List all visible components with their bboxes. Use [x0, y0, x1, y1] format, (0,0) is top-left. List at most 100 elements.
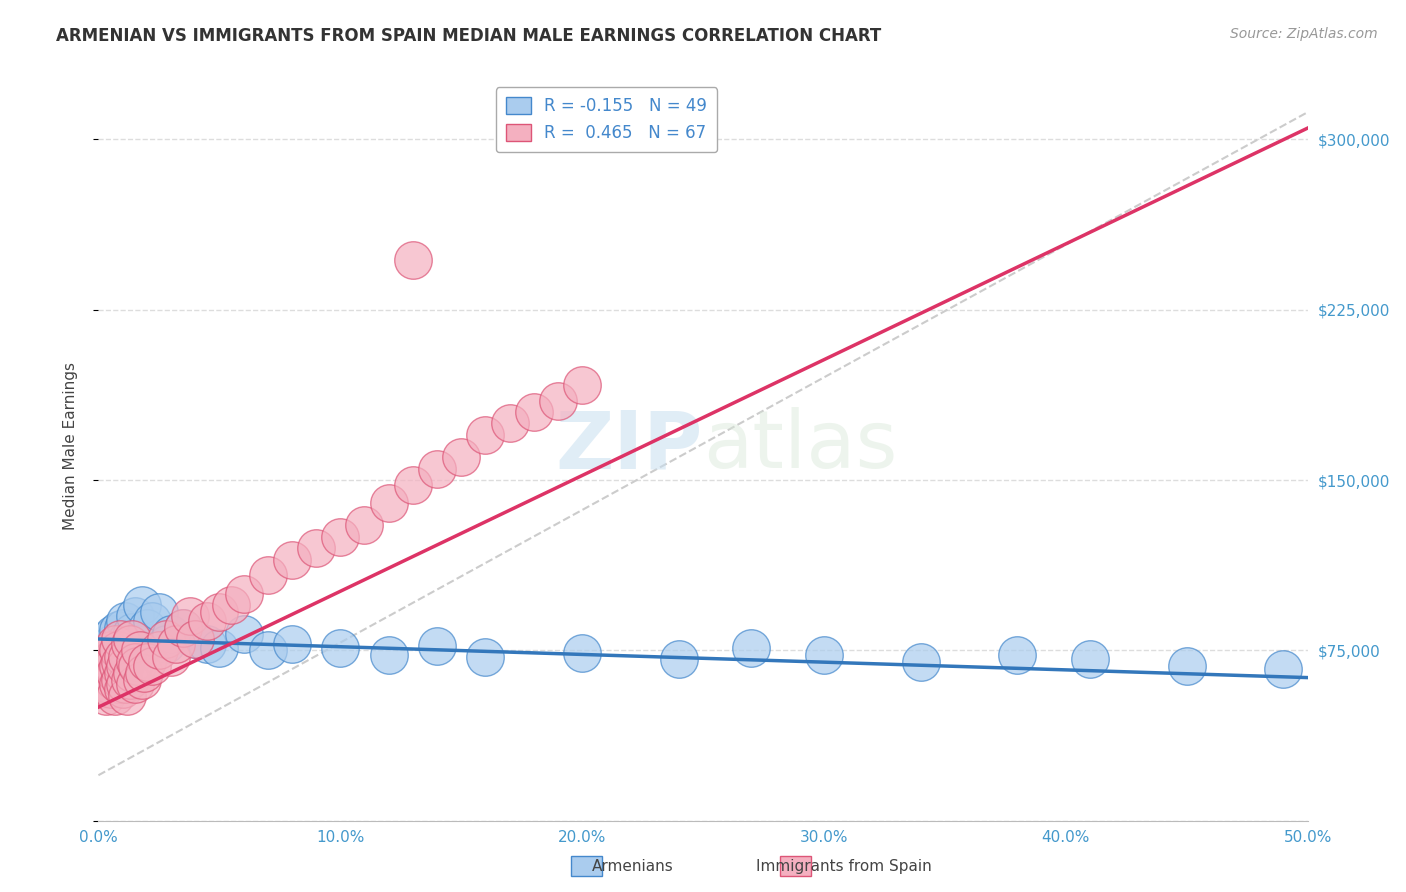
Point [571, 377, 593, 392]
Point [107, 643, 129, 657]
Text: Immigrants from Spain: Immigrants from Spain [756, 859, 932, 874]
Point [165, 636, 187, 650]
Point [104, 689, 127, 703]
Point [353, 518, 375, 533]
Point [232, 586, 254, 600]
Point [135, 621, 157, 635]
Text: ARMENIAN VS IMMIGRANTS FROM SPAIN MEDIAN MALE EARNINGS CORRELATION CHART: ARMENIAN VS IMMIGRANTS FROM SPAIN MEDIAN… [56, 27, 882, 45]
Point [104, 666, 127, 681]
Point [104, 657, 127, 671]
Point [474, 427, 496, 442]
Point [474, 650, 496, 665]
Point [377, 648, 399, 662]
Point [329, 530, 352, 544]
Point [160, 650, 183, 665]
Point [1175, 659, 1198, 673]
Point [426, 639, 449, 653]
Text: Source: ZipAtlas.com: Source: ZipAtlas.com [1230, 27, 1378, 41]
Point [94, 689, 117, 703]
Point [107, 623, 129, 637]
Point [97, 666, 120, 681]
Text: ZIP: ZIP [555, 407, 703, 485]
Point [305, 541, 328, 556]
Point [100, 655, 122, 669]
Point [97, 632, 120, 646]
Point [118, 673, 141, 687]
Point [108, 634, 131, 648]
Point [100, 666, 122, 681]
Point [208, 641, 231, 656]
Point [107, 677, 129, 691]
Point [121, 666, 143, 681]
Point [740, 641, 762, 656]
Point [155, 636, 177, 650]
Point [114, 614, 136, 628]
Point [281, 636, 304, 650]
Point [111, 646, 134, 660]
Point [101, 627, 124, 641]
Point [97, 677, 120, 691]
Point [1272, 661, 1295, 675]
Point [100, 643, 122, 657]
Point [155, 632, 177, 646]
Point [114, 677, 136, 691]
Point [402, 252, 425, 267]
Point [127, 659, 149, 673]
Point [124, 655, 146, 669]
Point [547, 393, 569, 408]
Point [195, 636, 218, 650]
Point [91, 650, 114, 665]
Point [1007, 648, 1029, 662]
Point [91, 659, 114, 673]
Point [111, 681, 134, 696]
Point [256, 568, 278, 582]
Point [107, 659, 129, 673]
Point [100, 655, 122, 669]
Point [232, 627, 254, 641]
Point [111, 650, 134, 665]
Point [108, 673, 131, 687]
Point [571, 646, 593, 660]
Point [101, 650, 124, 665]
Point [329, 641, 352, 656]
Point [100, 636, 122, 650]
Point [377, 496, 399, 510]
Point [101, 659, 124, 673]
Point [184, 632, 207, 646]
Point [111, 666, 134, 681]
Point [131, 598, 153, 612]
Point [498, 417, 520, 431]
Point [135, 655, 157, 669]
Point [172, 621, 194, 635]
FancyBboxPatch shape [780, 856, 811, 876]
Point [668, 652, 690, 666]
Point [148, 605, 170, 619]
Point [121, 632, 143, 646]
Point [104, 639, 127, 653]
Point [402, 477, 425, 491]
Point [281, 552, 304, 566]
Point [124, 677, 146, 691]
Point [148, 643, 170, 657]
Point [107, 641, 129, 656]
Text: atlas: atlas [703, 407, 897, 485]
Point [108, 652, 131, 666]
Point [91, 673, 114, 687]
Text: Armenians: Armenians [592, 859, 673, 874]
Point [94, 659, 117, 673]
Point [128, 643, 150, 657]
Point [179, 609, 201, 624]
Point [94, 650, 117, 665]
Point [101, 648, 124, 662]
Point [141, 614, 163, 628]
Point [127, 636, 149, 650]
Point [523, 405, 546, 419]
Y-axis label: Median Male Earnings: Median Male Earnings [63, 362, 77, 530]
Point [117, 632, 139, 646]
Point [184, 632, 207, 646]
Point [118, 641, 141, 656]
Point [256, 643, 278, 657]
Point [208, 605, 231, 619]
Point [450, 450, 472, 465]
Point [101, 673, 124, 687]
